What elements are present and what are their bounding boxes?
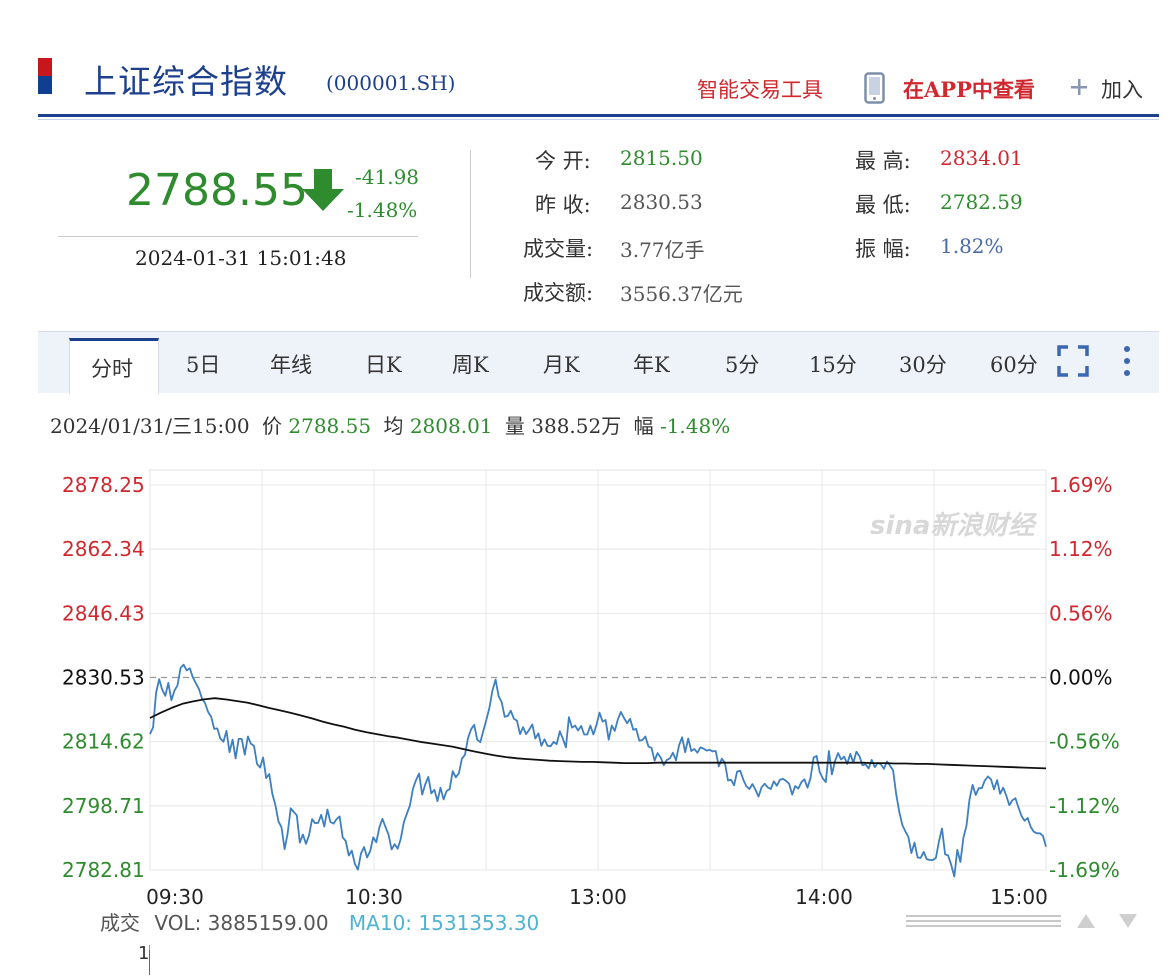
volume-title: 成交 [100, 911, 140, 935]
info-datetime: 2024/01/31/三15:00 [50, 414, 250, 438]
info-vol-label: 量 [504, 414, 525, 438]
x-tick-label: 14:00 [795, 885, 853, 909]
low-label: 最 低: [855, 193, 911, 217]
x-tick-label: 15:00 [990, 885, 1048, 909]
tab-intraday-label: 分时 [91, 357, 133, 381]
x-tick-label: 09:30 [146, 885, 204, 909]
header-divider [38, 114, 1159, 117]
volume-info: 成交 VOL: 3885159.00 MA10: 1531353.30 [100, 907, 539, 936]
y-tick-label-left: 2814.62 [62, 730, 145, 754]
x-tick-label: 10:30 [345, 885, 403, 909]
open-label: 今 开: [535, 149, 591, 173]
y-tick-label-right: -1.69% [1049, 858, 1120, 882]
last-price: 2788.55 [126, 165, 308, 216]
header-divider-thin [38, 119, 1159, 120]
down-arrow-icon [302, 169, 344, 211]
phone-icon[interactable] [864, 72, 885, 104]
amount-value: 3556.37亿元 [620, 282, 743, 306]
y-tick-label-right: 0.00% [1049, 666, 1113, 690]
amplitude-value: 1.82% [940, 234, 1004, 258]
info-avg-label: 均 [383, 414, 404, 438]
y-tick-label-right: -0.56% [1049, 730, 1120, 754]
chart-scroll-handle[interactable] [906, 915, 1061, 927]
open-value: 2815.50 [620, 146, 703, 170]
y-tick-label-left: 2878.25 [62, 473, 145, 497]
info-amp: -1.48% [659, 414, 731, 438]
high-label: 最 高: [855, 149, 911, 173]
tab-daily-k[interactable]: 日K [365, 353, 402, 377]
tab-intraday-active[interactable]: 分时 [69, 338, 159, 394]
index-flag-icon [38, 58, 52, 94]
info-avg: 2808.01 [409, 414, 493, 438]
y-tick-label-right: 1.69% [1049, 473, 1113, 497]
info-amp-label: 幅 [633, 414, 654, 438]
price-change-percent: -1.48% [347, 198, 418, 222]
volume-label: 成交量: [523, 237, 594, 261]
y-tick-label-right: 0.56% [1049, 601, 1113, 625]
plus-icon[interactable] [1070, 78, 1088, 96]
x-tick-label: 13:00 [569, 885, 627, 909]
low-value: 2782.59 [940, 190, 1023, 214]
y-tick-label-right: -1.12% [1049, 794, 1120, 818]
high-value: 2834.01 [940, 146, 1023, 170]
volume-ma10-text: MA10: 1531353.30 [348, 911, 540, 935]
scroll-up-icon[interactable] [1076, 912, 1096, 930]
info-vol: 388.52万 [531, 414, 622, 438]
price-divider [58, 236, 418, 237]
scroll-down-icon[interactable] [1118, 912, 1138, 930]
quote-timestamp: 2024-01-31 15:01:48 [135, 246, 347, 270]
intraday-chart[interactable]: 2878.25 1.69% 2862.34 1.12% 2846.43 0.56% 2830… [0, 455, 1169, 977]
prev-close-label: 昨 收: [535, 193, 591, 217]
y-tick-label-left: 2846.43 [62, 601, 145, 625]
tab-30min[interactable]: 30分 [899, 353, 947, 377]
sina-watermark-logo: sina新浪财经 [870, 511, 1037, 541]
y-tick-label-left: 2798.71 [62, 794, 145, 818]
volume-bar [149, 950, 150, 975]
y-tick-label-left: 2830.53 [62, 666, 145, 690]
tab-5day[interactable]: 5日 [186, 353, 221, 377]
tab-year-line[interactable]: 年线 [270, 353, 312, 377]
tab-5min[interactable]: 5分 [725, 353, 760, 377]
prev-close-value: 2830.53 [620, 190, 703, 214]
tab-weekly-k[interactable]: 周K [452, 353, 489, 377]
fullscreen-icon[interactable] [1057, 345, 1089, 377]
info-price: 2788.55 [288, 414, 372, 438]
volume-value-text: VOL: 3885159.00 [154, 911, 329, 935]
panel-divider [470, 150, 471, 278]
y-tick-label-right: 1.12% [1049, 537, 1113, 561]
tab-15min[interactable]: 15分 [809, 353, 857, 377]
page-title: 上证综合指数 [84, 62, 288, 101]
info-price-label: 价 [262, 414, 283, 438]
price-line [149, 663, 1047, 878]
crosshair-info-line: 2024/01/31/三15:00 价 2788.55 均 2808.01 量 … [50, 410, 730, 439]
amount-label: 成交额: [523, 281, 594, 305]
tab-yearly-k[interactable]: 年K [633, 353, 670, 377]
view-in-app-link[interactable]: 在APP中查看 [903, 77, 1035, 102]
tab-monthly-k[interactable]: 月K [543, 353, 580, 377]
price-change: -41.98 [355, 165, 420, 189]
tab-60min[interactable]: 60分 [990, 353, 1038, 377]
average-line [149, 697, 1047, 770]
volume-value: 3.77亿手 [620, 238, 705, 262]
volume-scale-label: 1 [138, 943, 150, 964]
y-tick-label-left: 2782.81 [62, 858, 145, 882]
stock-code: (000001.SH) [326, 71, 456, 95]
more-options-icon[interactable] [1122, 345, 1132, 377]
y-tick-label-left: 2862.34 [62, 537, 145, 561]
smart-trading-tool-link[interactable]: 智能交易工具 [697, 78, 823, 102]
chart-tab-bar: 分时 5日 年线 日K 周K 月K 年K 5分 15分 30分 60分 [38, 331, 1159, 393]
watermark-text: sina新浪财经 [870, 511, 1037, 541]
amplitude-label: 振 幅: [855, 237, 911, 261]
add-watchlist-link[interactable]: 加入 [1101, 78, 1143, 102]
